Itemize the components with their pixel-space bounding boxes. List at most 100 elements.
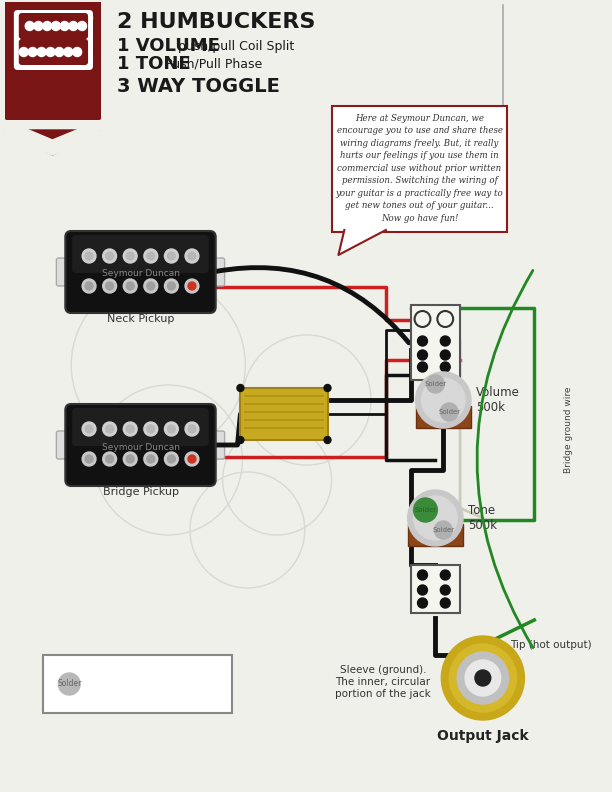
Circle shape — [144, 249, 158, 263]
Circle shape — [440, 350, 450, 360]
Circle shape — [147, 252, 155, 260]
FancyBboxPatch shape — [65, 404, 215, 486]
Text: Here at Seymour Duncan, we
encourage you to use and share these
wiring diagrams : Here at Seymour Duncan, we encourage you… — [335, 113, 504, 223]
Circle shape — [324, 384, 331, 391]
FancyBboxPatch shape — [19, 39, 88, 65]
Circle shape — [144, 279, 158, 293]
Polygon shape — [338, 230, 386, 255]
Text: Seymour Duncan: Seymour Duncan — [102, 443, 179, 451]
Text: = location for ground
(earth) connections.: = location for ground (earth) connection… — [91, 673, 210, 695]
Circle shape — [26, 13, 37, 24]
Circle shape — [46, 48, 55, 56]
Text: Seymour Duncan: Seymour Duncan — [102, 269, 179, 279]
Circle shape — [85, 282, 93, 290]
Circle shape — [165, 452, 178, 466]
Circle shape — [440, 570, 450, 580]
Circle shape — [106, 455, 114, 463]
Text: Sleeve (ground).
The inner, circular
portion of the jack: Sleeve (ground). The inner, circular por… — [335, 665, 431, 699]
Text: Output Jack: Output Jack — [437, 729, 529, 743]
Circle shape — [17, 13, 27, 24]
Circle shape — [64, 48, 73, 56]
Text: push/pull Coil Split: push/pull Coil Split — [174, 40, 294, 52]
Circle shape — [457, 652, 509, 704]
Circle shape — [81, 13, 92, 24]
Circle shape — [168, 282, 175, 290]
Circle shape — [123, 422, 137, 436]
Text: Solder: Solder — [438, 409, 460, 415]
Circle shape — [440, 403, 458, 421]
Circle shape — [416, 372, 471, 428]
FancyBboxPatch shape — [14, 10, 93, 70]
Circle shape — [417, 362, 427, 372]
Circle shape — [165, 249, 178, 263]
Circle shape — [449, 644, 517, 712]
Circle shape — [440, 598, 450, 608]
Circle shape — [417, 350, 427, 360]
FancyBboxPatch shape — [72, 235, 209, 273]
FancyBboxPatch shape — [203, 431, 225, 459]
Circle shape — [168, 455, 175, 463]
Circle shape — [69, 21, 78, 31]
FancyBboxPatch shape — [43, 655, 231, 713]
Circle shape — [440, 585, 450, 595]
FancyBboxPatch shape — [19, 13, 88, 39]
Circle shape — [123, 249, 137, 263]
Circle shape — [435, 521, 452, 539]
Circle shape — [147, 282, 155, 290]
Bar — [5, 2, 101, 120]
Circle shape — [85, 455, 93, 463]
Circle shape — [78, 21, 86, 31]
Circle shape — [35, 13, 46, 24]
Circle shape — [82, 422, 96, 436]
FancyBboxPatch shape — [411, 565, 460, 613]
Circle shape — [165, 422, 178, 436]
Circle shape — [126, 425, 134, 433]
Circle shape — [25, 21, 34, 31]
Text: 1 TONE: 1 TONE — [117, 55, 190, 73]
Circle shape — [165, 279, 178, 293]
Circle shape — [168, 425, 175, 433]
Circle shape — [475, 670, 491, 686]
Circle shape — [63, 13, 74, 24]
Circle shape — [72, 13, 83, 24]
Circle shape — [126, 455, 134, 463]
Circle shape — [417, 585, 427, 595]
Circle shape — [427, 375, 444, 393]
Circle shape — [123, 452, 137, 466]
FancyBboxPatch shape — [72, 408, 209, 446]
Circle shape — [185, 422, 199, 436]
Circle shape — [85, 425, 93, 433]
Text: Push/Pull Phase: Push/Pull Phase — [162, 58, 263, 70]
Text: 1 VOLUME: 1 VOLUME — [117, 37, 220, 55]
FancyBboxPatch shape — [56, 431, 78, 459]
Circle shape — [440, 362, 450, 372]
FancyBboxPatch shape — [411, 305, 460, 380]
Circle shape — [106, 425, 114, 433]
Circle shape — [188, 455, 196, 463]
Circle shape — [147, 425, 155, 433]
Text: Volume
500k: Volume 500k — [476, 386, 520, 414]
Circle shape — [185, 249, 199, 263]
Text: 3 WAY TOGGLE: 3 WAY TOGGLE — [117, 77, 280, 96]
Circle shape — [237, 436, 244, 444]
Circle shape — [73, 48, 81, 56]
Circle shape — [82, 249, 96, 263]
Circle shape — [237, 384, 244, 391]
Circle shape — [144, 452, 158, 466]
Circle shape — [85, 252, 93, 260]
Circle shape — [55, 48, 64, 56]
Circle shape — [82, 279, 96, 293]
FancyBboxPatch shape — [332, 106, 507, 232]
Circle shape — [417, 336, 427, 346]
Circle shape — [465, 660, 501, 696]
Circle shape — [103, 452, 116, 466]
Circle shape — [103, 422, 116, 436]
Circle shape — [126, 252, 134, 260]
Circle shape — [20, 48, 28, 56]
Circle shape — [106, 252, 114, 260]
FancyBboxPatch shape — [56, 258, 78, 286]
Text: Bridge Pickup: Bridge Pickup — [102, 487, 179, 497]
Circle shape — [82, 452, 96, 466]
Text: Solder: Solder — [424, 381, 446, 387]
Circle shape — [422, 378, 465, 422]
